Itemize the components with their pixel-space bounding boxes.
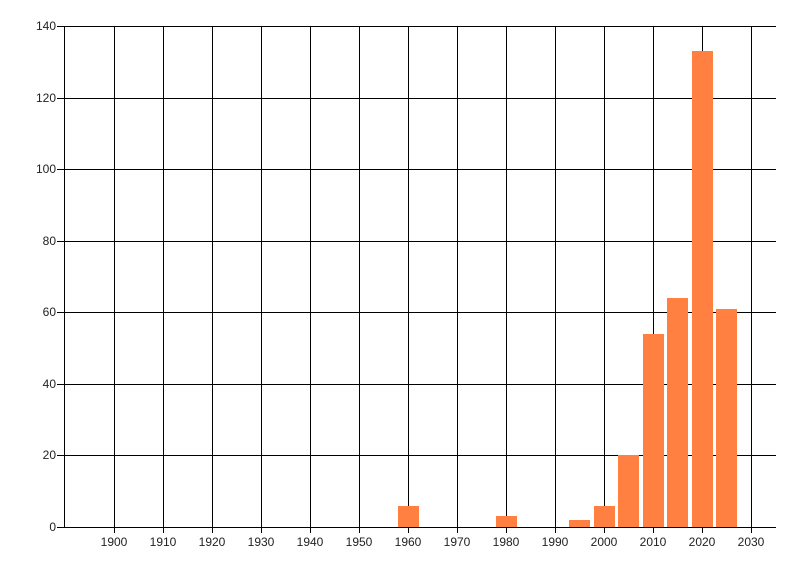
- gridline-y-40: [57, 384, 776, 385]
- y-tick-label-60: 60: [42, 305, 56, 319]
- gridline-y-120: [57, 98, 776, 99]
- bar-1960: [398, 506, 419, 527]
- y-tick-label-80: 80: [42, 234, 56, 248]
- gridline-x-1980: [506, 26, 507, 533]
- bar-1980: [496, 516, 517, 527]
- gridline-x-1940: [310, 26, 311, 533]
- gridline-y-140: [57, 26, 776, 27]
- gridline-y-60: [57, 312, 776, 313]
- x-tick-label-1930: 1930: [247, 535, 275, 549]
- gridline-x-2000: [604, 26, 605, 533]
- gridline-x-1930: [261, 26, 262, 533]
- y-axis-line: [64, 26, 65, 527]
- gridline-x-1920: [212, 26, 213, 533]
- x-tick-label-2000: 2000: [590, 535, 618, 549]
- gridline-x-2010: [653, 26, 654, 533]
- x-tick-label-1940: 1940: [296, 535, 324, 549]
- x-tick-label-1900: 1900: [100, 535, 128, 549]
- y-tick-label-140: 140: [35, 19, 56, 33]
- x-tick-label-2030: 2030: [737, 535, 765, 549]
- x-tick-label-1910: 1910: [149, 535, 177, 549]
- gridline-x-1900: [114, 26, 115, 533]
- x-tick-label-1980: 1980: [492, 535, 520, 549]
- y-tick-label-40: 40: [42, 377, 56, 391]
- bar-1995: [569, 520, 590, 527]
- gridline-x-1960: [408, 26, 409, 533]
- gridline-x-1970: [457, 26, 458, 533]
- x-tick-label-1970: 1970: [443, 535, 471, 549]
- x-tick-label-1920: 1920: [198, 535, 226, 549]
- x-tick-label-1960: 1960: [394, 535, 422, 549]
- bar-2010: [643, 334, 664, 527]
- gridline-y-20: [57, 455, 776, 456]
- bar-2020: [692, 51, 713, 527]
- y-tick-label-100: 100: [35, 162, 56, 176]
- gridline-x-1950: [359, 26, 360, 533]
- y-tick-label-120: 120: [35, 91, 56, 105]
- gridline-x-1990: [555, 26, 556, 533]
- plot-area: [57, 26, 776, 533]
- x-tick-label-1950: 1950: [345, 535, 373, 549]
- gridline-x-1910: [163, 26, 164, 533]
- y-tick-label-0: 0: [49, 520, 56, 534]
- bar-2005: [618, 455, 639, 527]
- bar-2015: [667, 298, 688, 527]
- x-tick-label-2010: 2010: [639, 535, 667, 549]
- gridline-y-100: [57, 169, 776, 170]
- bar-2025: [716, 309, 737, 527]
- y-tick-label-20: 20: [42, 448, 56, 462]
- x-tick-label-1990: 1990: [541, 535, 569, 549]
- gridline-y-80: [57, 241, 776, 242]
- bar-2000: [594, 506, 615, 527]
- x-tick-label-2020: 2020: [688, 535, 716, 549]
- x-axis-line: [64, 527, 776, 528]
- gridline-x-2030: [751, 26, 752, 533]
